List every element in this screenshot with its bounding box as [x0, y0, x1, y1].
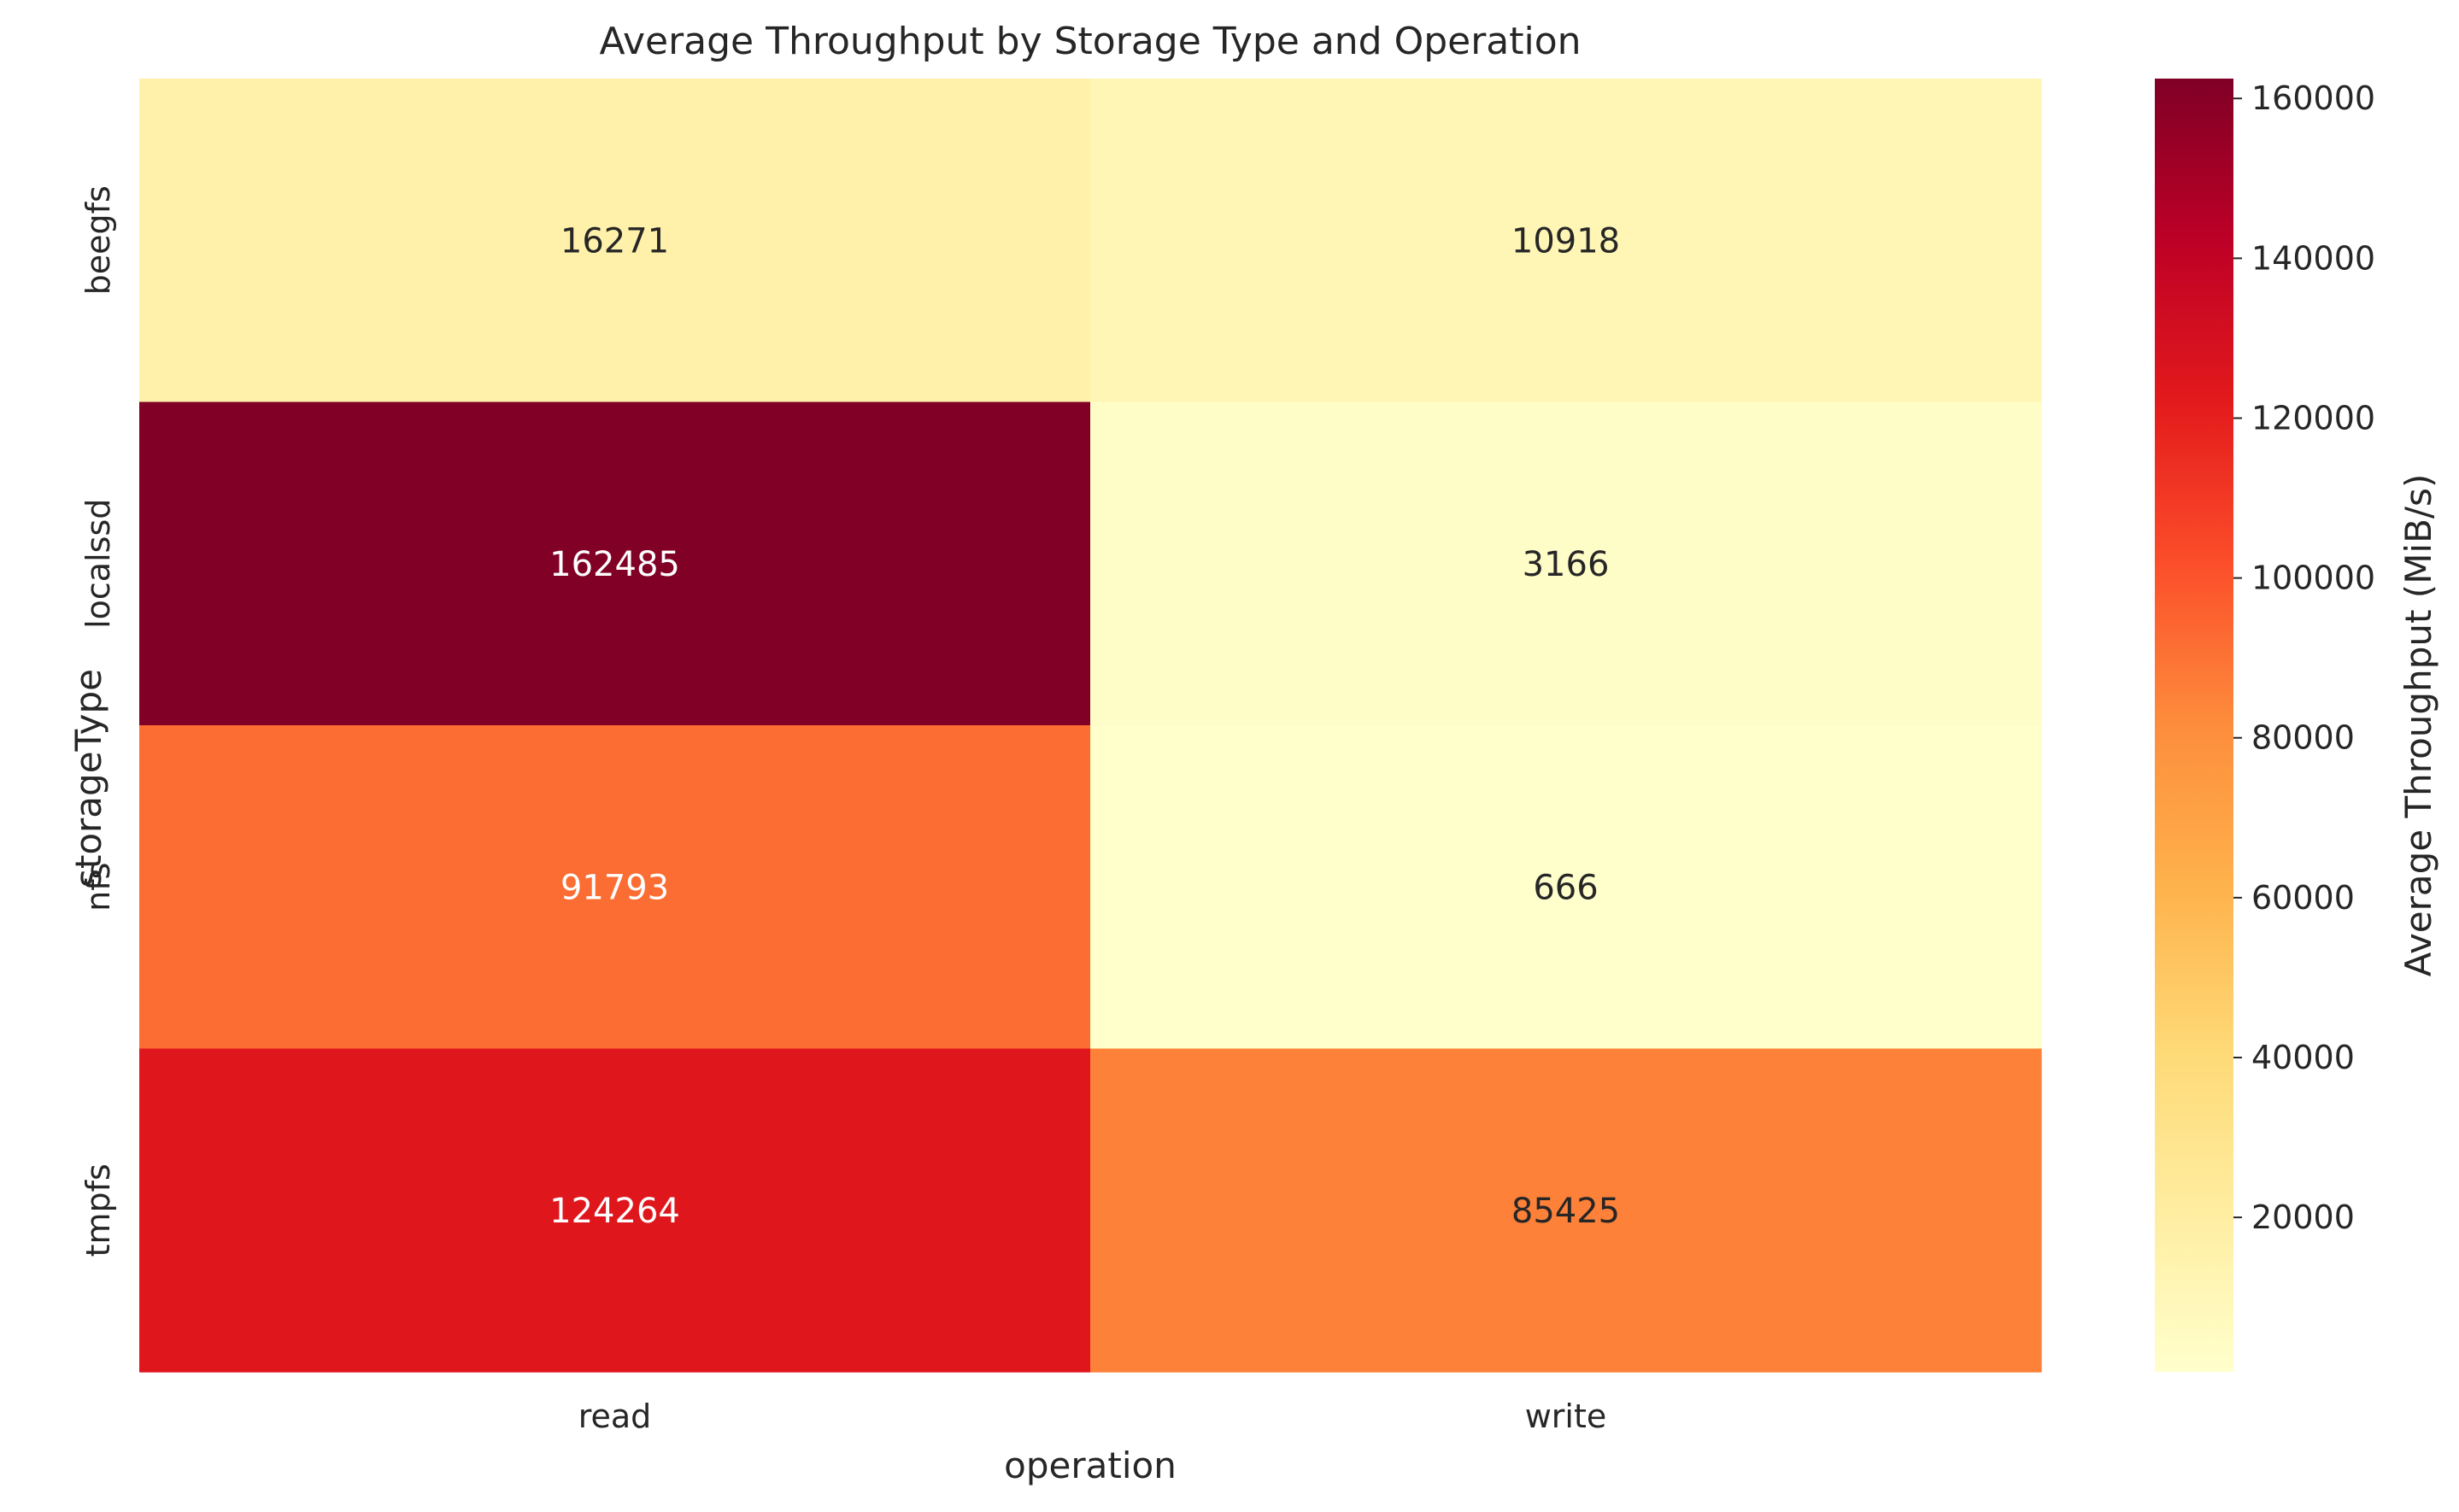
- y-tick-label-nfs: nfs: [79, 863, 117, 911]
- cell-value-beegfs-read: 16271: [560, 221, 669, 261]
- cell-value-nfs-write: 666: [1533, 868, 1598, 907]
- heatmap-cell-localssd-write: [1090, 401, 2042, 726]
- y-tick-label-tmpfs: tmpfs: [79, 1163, 117, 1257]
- x-tick-label-read: read: [578, 1398, 652, 1435]
- cell-value-localssd-read: 162485: [549, 545, 680, 584]
- y-axis-label: storageType: [67, 669, 109, 888]
- heatmap-cell-tmpfs-read: [139, 1048, 1091, 1373]
- colorbar-tick-label-160000: 160000: [2251, 79, 2375, 117]
- heatmap-cell-labels: 16271 10918 162485 3166 91793 666 124264 85425: [549, 221, 1620, 1231]
- x-tick-label-write: write: [1525, 1398, 1607, 1435]
- colorbar-ticks: 20000 40000 60000 80000 100000 120000 140000 16…: [2233, 79, 2375, 1236]
- chart-title: Average Throughput by Storage Type and O…: [599, 20, 1581, 63]
- colorbar-tick-label-100000: 100000: [2251, 560, 2375, 597]
- cell-value-tmpfs-read: 124264: [549, 1192, 680, 1231]
- colorbar: [2155, 79, 2233, 1372]
- cell-value-tmpfs-write: 85425: [1511, 1192, 1620, 1231]
- y-axis-ticks: beegfs localssd nfs tmpfs: [79, 185, 117, 1257]
- x-axis-ticks: read write: [578, 1398, 1607, 1435]
- colorbar-label: Average Throughput (MiB/s): [2397, 474, 2439, 977]
- heatmap-cell-beegfs-write: [1090, 79, 2042, 403]
- cell-value-beegfs-write: 10918: [1511, 221, 1620, 261]
- heatmap-cell-localssd-read: [139, 401, 1091, 726]
- y-tick-label-localssd: localssd: [79, 499, 117, 629]
- x-axis-label: operation: [1004, 1445, 1177, 1486]
- colorbar-tick-label-140000: 140000: [2251, 239, 2375, 277]
- cell-value-nfs-read: 91793: [560, 868, 669, 907]
- colorbar-tick-label-60000: 60000: [2251, 879, 2355, 917]
- heatmap-cell-nfs-read: [139, 725, 1091, 1050]
- colorbar-tick-label-20000: 20000: [2251, 1198, 2355, 1236]
- heatmap-cells: [139, 79, 2042, 1373]
- heatmap-cell-nfs-write: [1090, 725, 2042, 1050]
- colorbar-tick-label-40000: 40000: [2251, 1039, 2355, 1076]
- cell-value-localssd-write: 3166: [1523, 545, 1610, 584]
- heatmap-cell-beegfs-read: [139, 79, 1091, 403]
- heatmap-cell-tmpfs-write: [1090, 1048, 2042, 1373]
- y-tick-label-beegfs: beegfs: [79, 185, 117, 295]
- colorbar-tick-label-80000: 80000: [2251, 719, 2355, 757]
- colorbar-tick-label-120000: 120000: [2251, 399, 2375, 437]
